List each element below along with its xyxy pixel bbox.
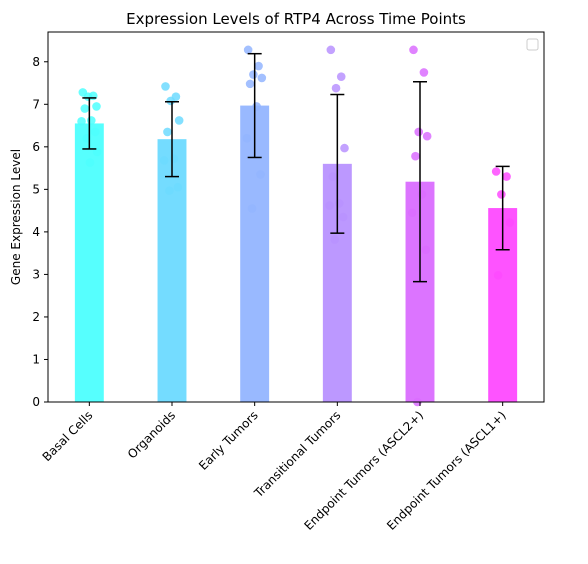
data-point (173, 182, 183, 192)
data-point (419, 68, 429, 77)
x-tick-label: Basal Cells (40, 408, 96, 464)
data-point (243, 45, 253, 55)
data-point (493, 270, 503, 280)
error-bars-group (82, 52, 510, 283)
bar (157, 139, 187, 402)
data-point (159, 156, 169, 165)
y-tick-label: 0 (32, 395, 40, 409)
data-point (92, 102, 101, 111)
x-tick-label: Transitional Tumors (251, 408, 344, 501)
data-point (174, 116, 184, 125)
data-point (161, 82, 170, 91)
data-point (340, 143, 349, 153)
data-point (80, 104, 90, 113)
y-tick-label: 8 (32, 55, 40, 69)
data-point (338, 212, 348, 222)
data-point (249, 70, 258, 79)
data-point (169, 154, 179, 164)
points-group (77, 45, 515, 407)
data-point (331, 83, 341, 93)
x-tick-label: Organoids (125, 408, 178, 461)
data-point (328, 172, 338, 181)
data-point (325, 201, 334, 210)
y-axis-label: Gene Expression Level (9, 149, 23, 285)
y-axis: 0 1 2 3 4 5 6 7 8 (32, 55, 48, 409)
data-point (85, 158, 95, 167)
data-point (166, 96, 175, 106)
data-point (409, 45, 418, 55)
data-point (92, 147, 102, 157)
data-point (256, 170, 265, 179)
plot-area-frame (47, 31, 545, 403)
data-point (165, 186, 174, 195)
data-point (77, 117, 86, 126)
data-point (334, 199, 344, 208)
data-point (417, 190, 427, 199)
data-point (83, 92, 93, 101)
y-tick-label: 3 (32, 267, 40, 281)
data-point (326, 45, 336, 55)
data-point (414, 127, 423, 137)
data-point (502, 172, 511, 181)
data-point (90, 127, 100, 137)
y-tick-label: 7 (32, 97, 40, 111)
data-point (254, 61, 263, 71)
y-tick-label: 4 (32, 225, 40, 239)
data-point (336, 72, 346, 81)
data-point (242, 134, 252, 143)
x-tick-label: Early Tumors (196, 408, 261, 473)
data-point (330, 235, 340, 244)
data-point (497, 190, 506, 199)
data-point (257, 73, 267, 83)
y-tick-label: 2 (32, 310, 40, 324)
y-tick-label: 6 (32, 140, 40, 154)
data-point (163, 127, 172, 137)
x-axis: Basal Cells Organoids Early TumorsTransiti… (40, 402, 509, 533)
data-point (252, 102, 261, 111)
data-point (411, 151, 420, 161)
data-point (505, 218, 515, 227)
data-point (421, 245, 431, 255)
data-point (86, 116, 96, 125)
data-point (245, 79, 255, 89)
data-point (422, 131, 432, 141)
legend-box[interactable] (526, 38, 539, 51)
y-tick-label: 1 (32, 352, 40, 366)
data-point (491, 167, 501, 176)
data-point (407, 208, 417, 218)
bars-group (74, 105, 518, 403)
bar (74, 123, 104, 403)
y-tick-label: 5 (32, 182, 40, 196)
chart-title: Expression Levels of RTP4 Across Time Po… (126, 10, 466, 28)
data-point (247, 204, 257, 213)
